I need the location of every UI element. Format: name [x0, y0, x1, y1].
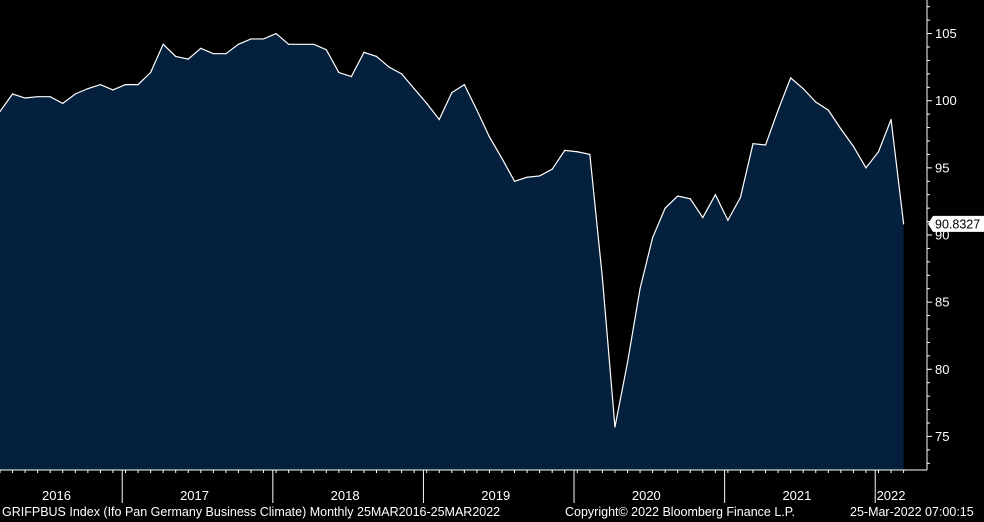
last-value-label: 90.8327 [935, 217, 980, 231]
last-value-tag-bg [928, 215, 984, 232]
data-point [790, 77, 792, 79]
x-axis: 2016 2017 2018 2019 2020 2021 2022 [0, 470, 906, 503]
data-point [652, 237, 654, 239]
data-point [802, 88, 804, 90]
x-year-label: 2016 [42, 488, 71, 503]
timestamp-text: 25-Mar-2022 07:00:15 [850, 505, 974, 519]
data-point [162, 43, 164, 45]
data-point [175, 55, 177, 58]
data-point [752, 143, 754, 145]
y-tick-label: 75 [935, 429, 949, 444]
data-point [865, 167, 867, 169]
data-point [200, 47, 202, 49]
data-point [877, 151, 880, 153]
data-point [852, 145, 855, 147]
data-point [62, 102, 64, 104]
series-area [0, 33, 904, 470]
data-point [827, 109, 829, 111]
data-point [325, 49, 327, 51]
series-description: GRIFPBUS Index (Ifo Pan Germany Business… [2, 505, 501, 519]
data-point [124, 84, 127, 86]
x-year-label: 2018 [331, 488, 360, 503]
data-point [664, 207, 666, 209]
data-point [137, 84, 139, 86]
data-point [739, 196, 742, 198]
data-point [463, 84, 465, 86]
data-point [639, 288, 641, 290]
data-point [702, 216, 704, 219]
data-point [11, 93, 14, 95]
data-point [564, 149, 566, 151]
data-point [375, 55, 378, 58]
last-value-tag: 90.8327 [928, 215, 984, 232]
data-point [451, 92, 453, 94]
data-point [438, 118, 440, 121]
data-point [49, 96, 51, 98]
data-point [426, 102, 428, 104]
data-point [24, 97, 26, 99]
x-year-label: 2017 [180, 488, 209, 503]
x-year-label: 2021 [782, 488, 811, 503]
data-point [313, 43, 315, 45]
data-point [250, 38, 252, 40]
data-point [714, 194, 716, 196]
data-point [513, 180, 516, 182]
data-point [815, 101, 817, 103]
data-point [840, 128, 842, 130]
data-point [890, 118, 892, 121]
data-point [225, 53, 227, 55]
data-point [601, 277, 604, 279]
data-point [551, 168, 553, 170]
data-point [689, 198, 691, 200]
data-point [187, 58, 189, 60]
data-point [37, 96, 39, 98]
data-point [501, 157, 503, 160]
copyright-text: Copyright© 2022 Bloomberg Finance L.P. [565, 505, 795, 519]
data-point [262, 38, 265, 40]
data-point [300, 43, 302, 45]
data-point [0, 110, 1, 113]
data-point [350, 75, 352, 78]
data-point [363, 51, 365, 53]
data-point [777, 109, 779, 111]
data-point [488, 136, 491, 138]
data-point [212, 53, 214, 55]
data-point [388, 66, 390, 68]
data-point [476, 109, 478, 111]
data-point [99, 84, 101, 86]
y-tick-label: 105 [935, 26, 957, 41]
x-year-label: 2022 [877, 488, 906, 503]
y-tick-label: 85 [935, 295, 949, 310]
y-tick-label: 100 [935, 93, 957, 108]
data-point [764, 144, 767, 146]
y-tick-label: 95 [935, 160, 949, 175]
data-point [87, 88, 89, 90]
data-point [288, 43, 290, 45]
data-point [401, 73, 403, 75]
data-point [727, 219, 729, 221]
data-point [237, 43, 240, 45]
data-point [275, 32, 277, 35]
data-point [526, 176, 528, 178]
data-point [74, 93, 76, 95]
data-point [338, 71, 340, 74]
data-point [413, 88, 415, 90]
y-tick-label: 80 [935, 362, 949, 377]
plot-area [0, 32, 905, 470]
data-point [614, 426, 616, 428]
data-point [677, 195, 679, 197]
data-point [903, 223, 905, 225]
x-year-label: 2019 [481, 488, 510, 503]
data-point [576, 151, 578, 153]
data-point [539, 175, 541, 177]
x-year-label: 2020 [632, 488, 661, 503]
data-point [626, 361, 629, 364]
data-point [150, 71, 152, 74]
data-point [112, 89, 114, 91]
data-point [589, 153, 591, 156]
